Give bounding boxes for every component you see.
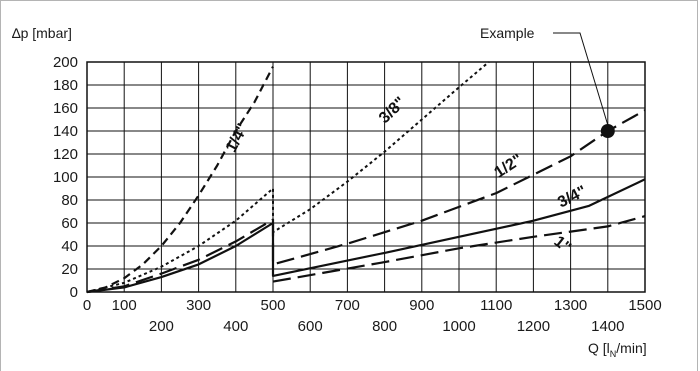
x-tick-label: 400 [223, 318, 248, 335]
x-tick-label: 1500 [628, 297, 661, 314]
y-tick-label: 80 [61, 192, 78, 209]
example-point [600, 124, 615, 138]
x-tick-label: 600 [298, 318, 323, 335]
y-tick-label: 140 [53, 123, 78, 140]
series-curve [86, 66, 274, 294]
series-labels: 1/4"3/8"1/2"3/4"1" [223, 94, 590, 256]
y-tick-label: 40 [61, 238, 78, 255]
series-curve [272, 215, 646, 283]
y-tick-label: 160 [53, 100, 78, 117]
y-tick-label: 60 [61, 215, 78, 232]
x-tick-label: 1000 [442, 318, 475, 335]
y-tick-label: 180 [53, 77, 78, 94]
series-label: 3/8" [376, 94, 409, 127]
example-label: Example [480, 25, 535, 41]
series-label: 1/4" [223, 121, 252, 155]
x-tick-label: 800 [372, 318, 397, 335]
y-tick-label: 120 [53, 146, 78, 163]
series-label: 1" [550, 233, 573, 257]
x-tick-label: 1200 [517, 318, 550, 335]
x-tick-label: 1100 [480, 297, 512, 314]
y-tick-label: 0 [70, 284, 78, 301]
x-tick-label: 1300 [554, 297, 587, 314]
x-tick-label: 0 [83, 297, 91, 314]
x-tick-label: 900 [409, 297, 434, 314]
series-curve [86, 178, 646, 294]
x-tick-label: 1400 [591, 318, 624, 335]
example-annotation: Example [480, 25, 615, 138]
x-tick-label: 100 [112, 297, 137, 314]
series-curve [86, 109, 646, 294]
grid [86, 61, 646, 293]
y-tick-label: 100 [53, 169, 78, 186]
tick-labels: 0 20 40 60 80 100 120 140 160 180 200 0 100 300 500 700… [53, 54, 662, 335]
example-leader-line [553, 32, 609, 126]
x-tick-label: 300 [186, 297, 211, 314]
y-axis-label: ∆p [mbar] [12, 25, 72, 41]
x-tick-label: 200 [149, 318, 174, 335]
y-tick-label: 20 [61, 261, 78, 278]
x-tick-label: 500 [260, 297, 285, 314]
plot-border [86, 61, 646, 293]
curves [86, 61, 646, 294]
y-tick-label: 200 [53, 54, 78, 71]
x-tick-label: 700 [335, 297, 360, 314]
x-axis-label: Q [lN/min] [588, 340, 647, 359]
